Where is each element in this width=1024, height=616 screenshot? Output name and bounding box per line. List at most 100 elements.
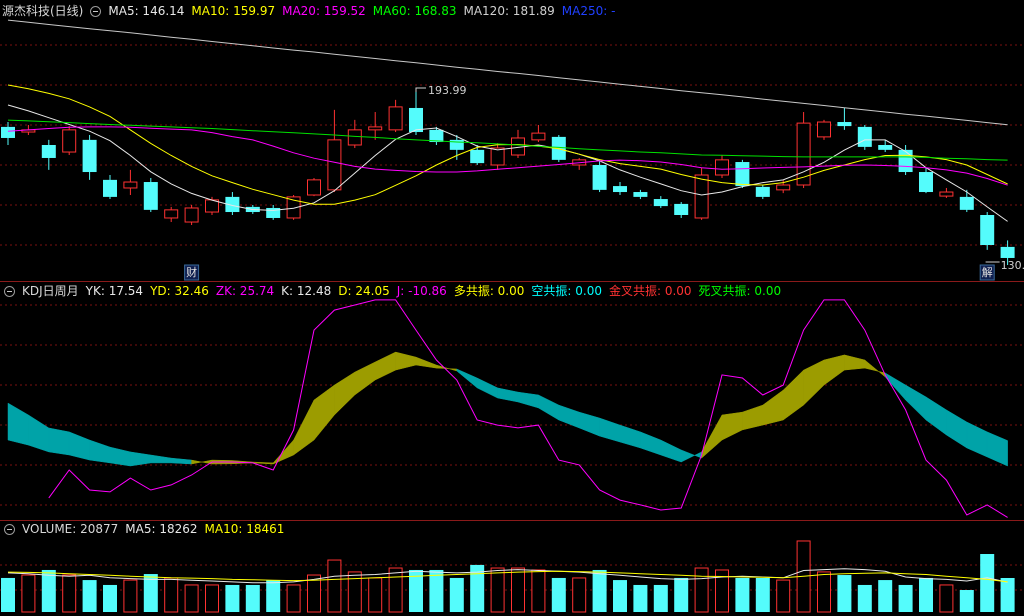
candle-body	[62, 129, 77, 153]
chart-title: VOLUME: 20877	[22, 522, 119, 536]
j-line	[48, 299, 1008, 518]
candle-body	[327, 139, 342, 191]
legend-item: ZK: 25.74	[215, 284, 275, 298]
legend-item: K: 12.48	[281, 284, 332, 298]
volume-bar	[959, 590, 974, 612]
kd-band	[7, 402, 29, 446]
candle-body	[755, 186, 770, 197]
legend-item: 金叉共振: 0.00	[608, 284, 692, 298]
collapse-icon[interactable]	[90, 5, 102, 17]
volume-bar	[939, 584, 954, 613]
kd-band	[986, 431, 1008, 467]
candle-body	[633, 192, 648, 197]
volume-bar	[143, 574, 158, 612]
candle-body	[388, 106, 403, 131]
volume-bar	[857, 584, 872, 612]
volume-bar	[103, 584, 117, 612]
kd-band	[354, 361, 376, 396]
candle-body	[817, 121, 831, 138]
kd-band	[415, 356, 437, 369]
volume-bar	[735, 577, 750, 612]
volume-bar	[1, 577, 15, 612]
volume-ma-line	[7, 568, 1008, 584]
legend-item: MA20: 159.52	[282, 4, 366, 18]
kd-band	[150, 454, 172, 464]
candle-body	[715, 159, 729, 176]
candle-body	[266, 207, 281, 218]
collapse-icon[interactable]	[4, 523, 15, 535]
kd-band	[395, 351, 417, 371]
legend-item: YK: 17.54	[85, 284, 144, 298]
ma-line	[7, 19, 1008, 126]
kd-band	[844, 354, 866, 371]
kd-band	[660, 439, 682, 463]
kd-band	[293, 399, 315, 456]
volume-bar	[123, 579, 138, 613]
volume-bar	[511, 567, 525, 613]
kd-band	[599, 417, 621, 443]
candle-body	[735, 162, 750, 187]
collapse-icon[interactable]	[4, 285, 15, 297]
annotation: 193.99	[428, 84, 467, 97]
kd-band	[48, 427, 70, 456]
kd-band	[884, 372, 906, 401]
volume-bar	[82, 580, 97, 612]
legend-item: MA10: 159.97	[191, 4, 276, 18]
candle-body	[653, 199, 668, 207]
volume-bar	[368, 577, 383, 613]
volume-bar	[674, 577, 689, 612]
kd-band	[721, 411, 743, 441]
candle-body	[164, 209, 179, 219]
marker: 解	[982, 265, 993, 279]
volume-bar	[266, 580, 281, 612]
volume-bar	[164, 577, 179, 613]
candle-body	[409, 107, 423, 133]
candle-body	[592, 165, 607, 190]
volume-bar	[490, 567, 505, 613]
volume-bar	[409, 569, 423, 612]
legend-item: 死叉共振: 0.00	[698, 284, 782, 298]
legend-item: D: 24.05	[338, 284, 390, 298]
volume-bar	[286, 584, 301, 613]
kd-band	[905, 384, 927, 421]
ma-line	[7, 119, 1008, 161]
candle-body	[429, 129, 444, 143]
candle-body	[103, 179, 117, 197]
kd-band	[640, 431, 662, 456]
grid	[0, 44, 1024, 591]
candle-body	[980, 215, 995, 245]
volume-bar	[837, 575, 852, 612]
candle-body	[470, 149, 485, 164]
ma-line	[7, 104, 1008, 222]
candle-body	[1000, 246, 1015, 258]
volume-bar	[327, 559, 342, 613]
annotation: 130.	[1001, 259, 1024, 272]
kd-band	[742, 404, 764, 431]
marker-box	[979, 264, 995, 281]
kd-band	[313, 384, 335, 441]
candle-body	[878, 145, 893, 150]
volume-bar	[21, 574, 36, 613]
candle-body	[143, 182, 158, 210]
candle-body	[184, 207, 199, 223]
legend-item: MA5: 18262	[125, 522, 198, 536]
volume-bar	[531, 569, 546, 613]
kd-band	[619, 424, 641, 449]
volume-bar	[184, 584, 199, 613]
candle-body	[694, 174, 709, 219]
volume-bar	[388, 567, 403, 613]
candle-body	[449, 139, 464, 150]
volume-bar	[613, 580, 627, 612]
candle-body	[225, 196, 240, 213]
kd-band	[334, 371, 356, 416]
volume-bar	[449, 577, 464, 612]
price-header: 源杰科技(日线) MA5: 146.14 MA10: 159.97 MA20: 15…	[2, 3, 615, 19]
volume-bar	[919, 577, 933, 612]
kd-band	[701, 414, 723, 459]
kd-band	[946, 409, 968, 449]
volume-bar	[62, 574, 77, 613]
volume-bar	[633, 584, 648, 612]
volume-bar	[225, 584, 240, 612]
legend-item: YD: 32.46	[150, 284, 209, 298]
